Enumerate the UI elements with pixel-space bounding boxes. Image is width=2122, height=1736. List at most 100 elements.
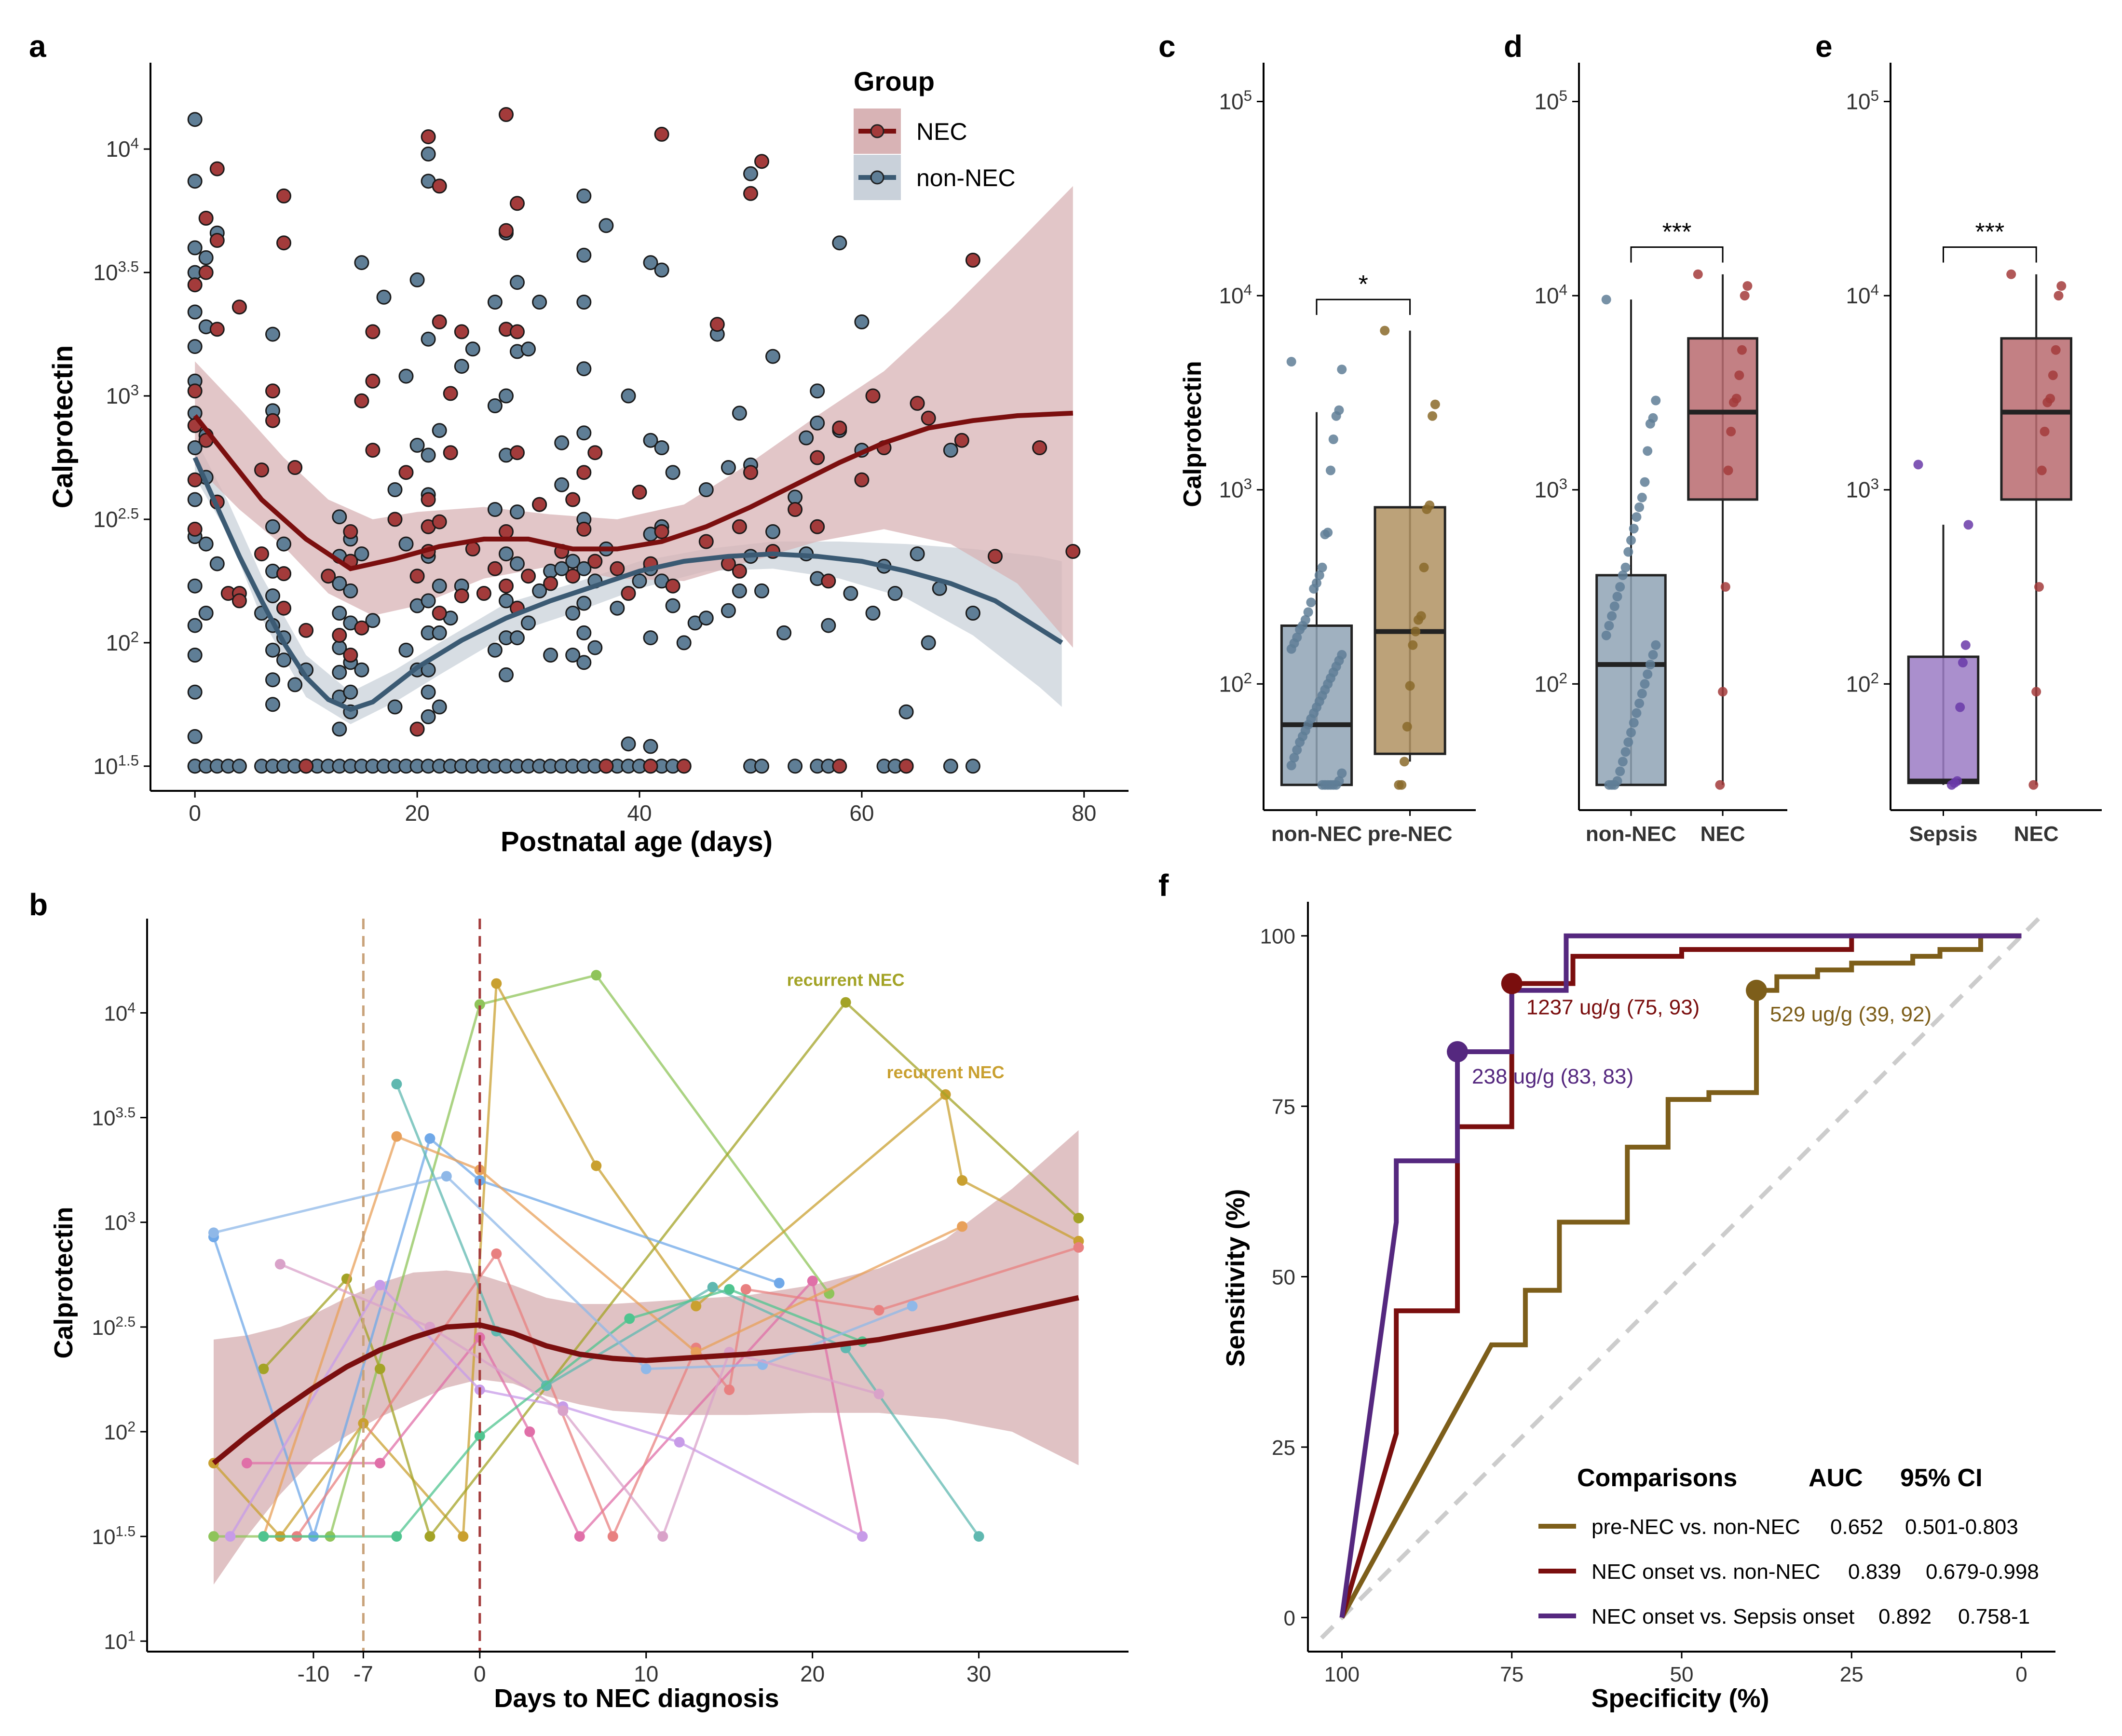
panel-e-y-tick-label: 102 [1846, 670, 1879, 696]
panel-b-y-tick-label: 103 [104, 1209, 136, 1235]
panel-a-point-non-nec [487, 502, 503, 517]
panel-label-d: d [1504, 29, 1523, 64]
panel-e-point [2031, 687, 2041, 697]
panel-a-point-nec [788, 502, 803, 517]
panel-d-point [1632, 708, 1642, 718]
panel-a-point-non-nec [576, 295, 592, 310]
panel-d-point [1634, 698, 1645, 708]
panel-b-trajectory-point [674, 1437, 685, 1448]
panel-a-point-nec [565, 492, 581, 507]
panel-d-point [1634, 502, 1645, 512]
panel-label-f: f [1158, 868, 1169, 903]
panel-d-point [1651, 640, 1661, 650]
panel-a-y-tick-label: 101.5 [93, 752, 139, 778]
panel-a-point-non-nec [499, 546, 514, 562]
panel-f-legend-ci-sepsis: 0.758-1 [1958, 1605, 2030, 1628]
panel-a-x-tick-label: 20 [405, 800, 430, 826]
panel-a-point-nec [743, 465, 758, 480]
panel-a-point-nec [565, 569, 581, 584]
panel-a-point-non-nec [788, 489, 803, 505]
panel-b-trajectory-point [424, 1531, 435, 1542]
panel-b-trajectory-point [391, 1531, 402, 1542]
panel-c-significance-label: * [1359, 271, 1368, 298]
panel-a-point-nec [698, 534, 714, 549]
panel-a-point-nec [910, 395, 925, 411]
panel-a-point-nec [254, 462, 269, 478]
panel-b-trajectory-point [724, 1284, 735, 1295]
panel-a-point-nec [898, 759, 914, 774]
panel-f-y-tick-label: 100 [1260, 925, 1295, 949]
panel-a-point-non-nec [576, 561, 592, 576]
panel-b-trajectory-point [591, 970, 602, 981]
panel-a-point-non-nec [409, 437, 425, 453]
panel-a-point-non-nec [532, 583, 547, 598]
panel-d-point [1728, 397, 1739, 407]
panel-a-point-non-nec [765, 524, 780, 539]
panel-a-point-non-nec [398, 536, 414, 552]
panel-a-point-nec [365, 443, 381, 458]
panel-c-point [1380, 326, 1390, 336]
panel-a-point-non-nec [332, 606, 347, 621]
panel-a-point-nec [709, 317, 725, 332]
panel-c-point [1309, 584, 1319, 594]
panel-e-boxplot: Sepsis NEC *** 102 103 104 105 [1846, 63, 2102, 846]
panel-b-trajectory-point [241, 1458, 252, 1469]
panel-a-point-nec [521, 569, 536, 584]
panel-a-point-non-nec [409, 272, 425, 287]
panel-f-legend-auc-nec-onset: 0.839 [1848, 1560, 1901, 1584]
panel-c-y-tick-label: 102 [1219, 670, 1252, 696]
panel-a-point-non-nec [587, 640, 603, 655]
panel-b-annotation: recurrent NEC [787, 970, 905, 990]
panel-d-point [1626, 728, 1636, 737]
panel-d-point [1645, 660, 1655, 670]
panel-d-point [1618, 570, 1628, 580]
panel-c-point [1317, 780, 1327, 790]
panel-a-point-nec [510, 324, 525, 339]
panel-a-point-nec [1065, 544, 1081, 559]
panel-e-x-tick-label: NEC [2014, 822, 2059, 846]
panel-f-legend-label-pre-nec: pre-NEC vs. non-NEC [1592, 1515, 1800, 1539]
panel-f-legend-header-comparisons: Comparisons [1577, 1464, 1737, 1492]
panel-a-point-nec [443, 445, 458, 461]
panel-b-trajectory-point [691, 1301, 702, 1312]
panel-a-point-non-nec [265, 326, 280, 342]
panel-a-smooth-non-nec [192, 456, 1063, 712]
panel-b-trajectory-line [229, 1283, 863, 1538]
panel-a-point-nec [187, 521, 203, 537]
panel-f-legend-ci-pre-nec: 0.501-0.803 [1905, 1515, 2018, 1539]
panel-c-point [1394, 780, 1404, 790]
panel-b-x-tick-label: 10 [634, 1661, 658, 1686]
panel-c-point [1286, 760, 1296, 771]
panel-d-point [1737, 345, 1747, 355]
panel-a-point-non-nec [643, 433, 658, 448]
panel-a-point-non-nec [187, 174, 203, 189]
panel-a-point-non-nec [776, 625, 792, 640]
panel-c-significance-bracket [1316, 298, 1411, 315]
panel-a-point-non-nec [187, 618, 203, 633]
panel-c-point [1320, 529, 1330, 540]
panel-a-point-nec [276, 566, 291, 582]
panel-a-scatter: Postnatal age (days) Calprotectin Group … [47, 63, 1129, 857]
panel-a-point-non-nec [732, 583, 747, 598]
panel-a-point-non-nec [387, 699, 403, 715]
panel-b-x-tick-label: 20 [800, 1661, 825, 1686]
panel-a-point-nec [643, 759, 658, 774]
panel-a-point-non-nec [354, 662, 369, 678]
panel-a-point-nec [821, 573, 836, 589]
panel-a-point-non-nec [521, 615, 536, 631]
panel-a-x-axis-title: Postnatal age (days) [501, 826, 773, 857]
panel-label-b: b [29, 887, 48, 922]
panel-f-cutoff-label: 529 ug/g (39, 92) [1770, 1003, 1932, 1026]
panel-b-trajectory-line [263, 1288, 863, 1538]
panel-b-y-tick-label: 101.5 [92, 1523, 136, 1549]
panel-f-legend-label-nec-onset: NEC onset vs. non-NEC [1592, 1560, 1820, 1584]
panel-c-point [1422, 504, 1432, 514]
panel-a-point-nec [510, 196, 525, 211]
panel-d-point [1629, 524, 1639, 534]
panel-b-trajectory-point [724, 1384, 735, 1396]
panel-a-point-non-nec [621, 388, 636, 404]
panel-a-point-nec [454, 324, 469, 339]
panel-a-point-nec [654, 524, 669, 539]
panel-b-trajectory-point [208, 1531, 219, 1542]
panel-b-trajectory-point [391, 1131, 402, 1142]
